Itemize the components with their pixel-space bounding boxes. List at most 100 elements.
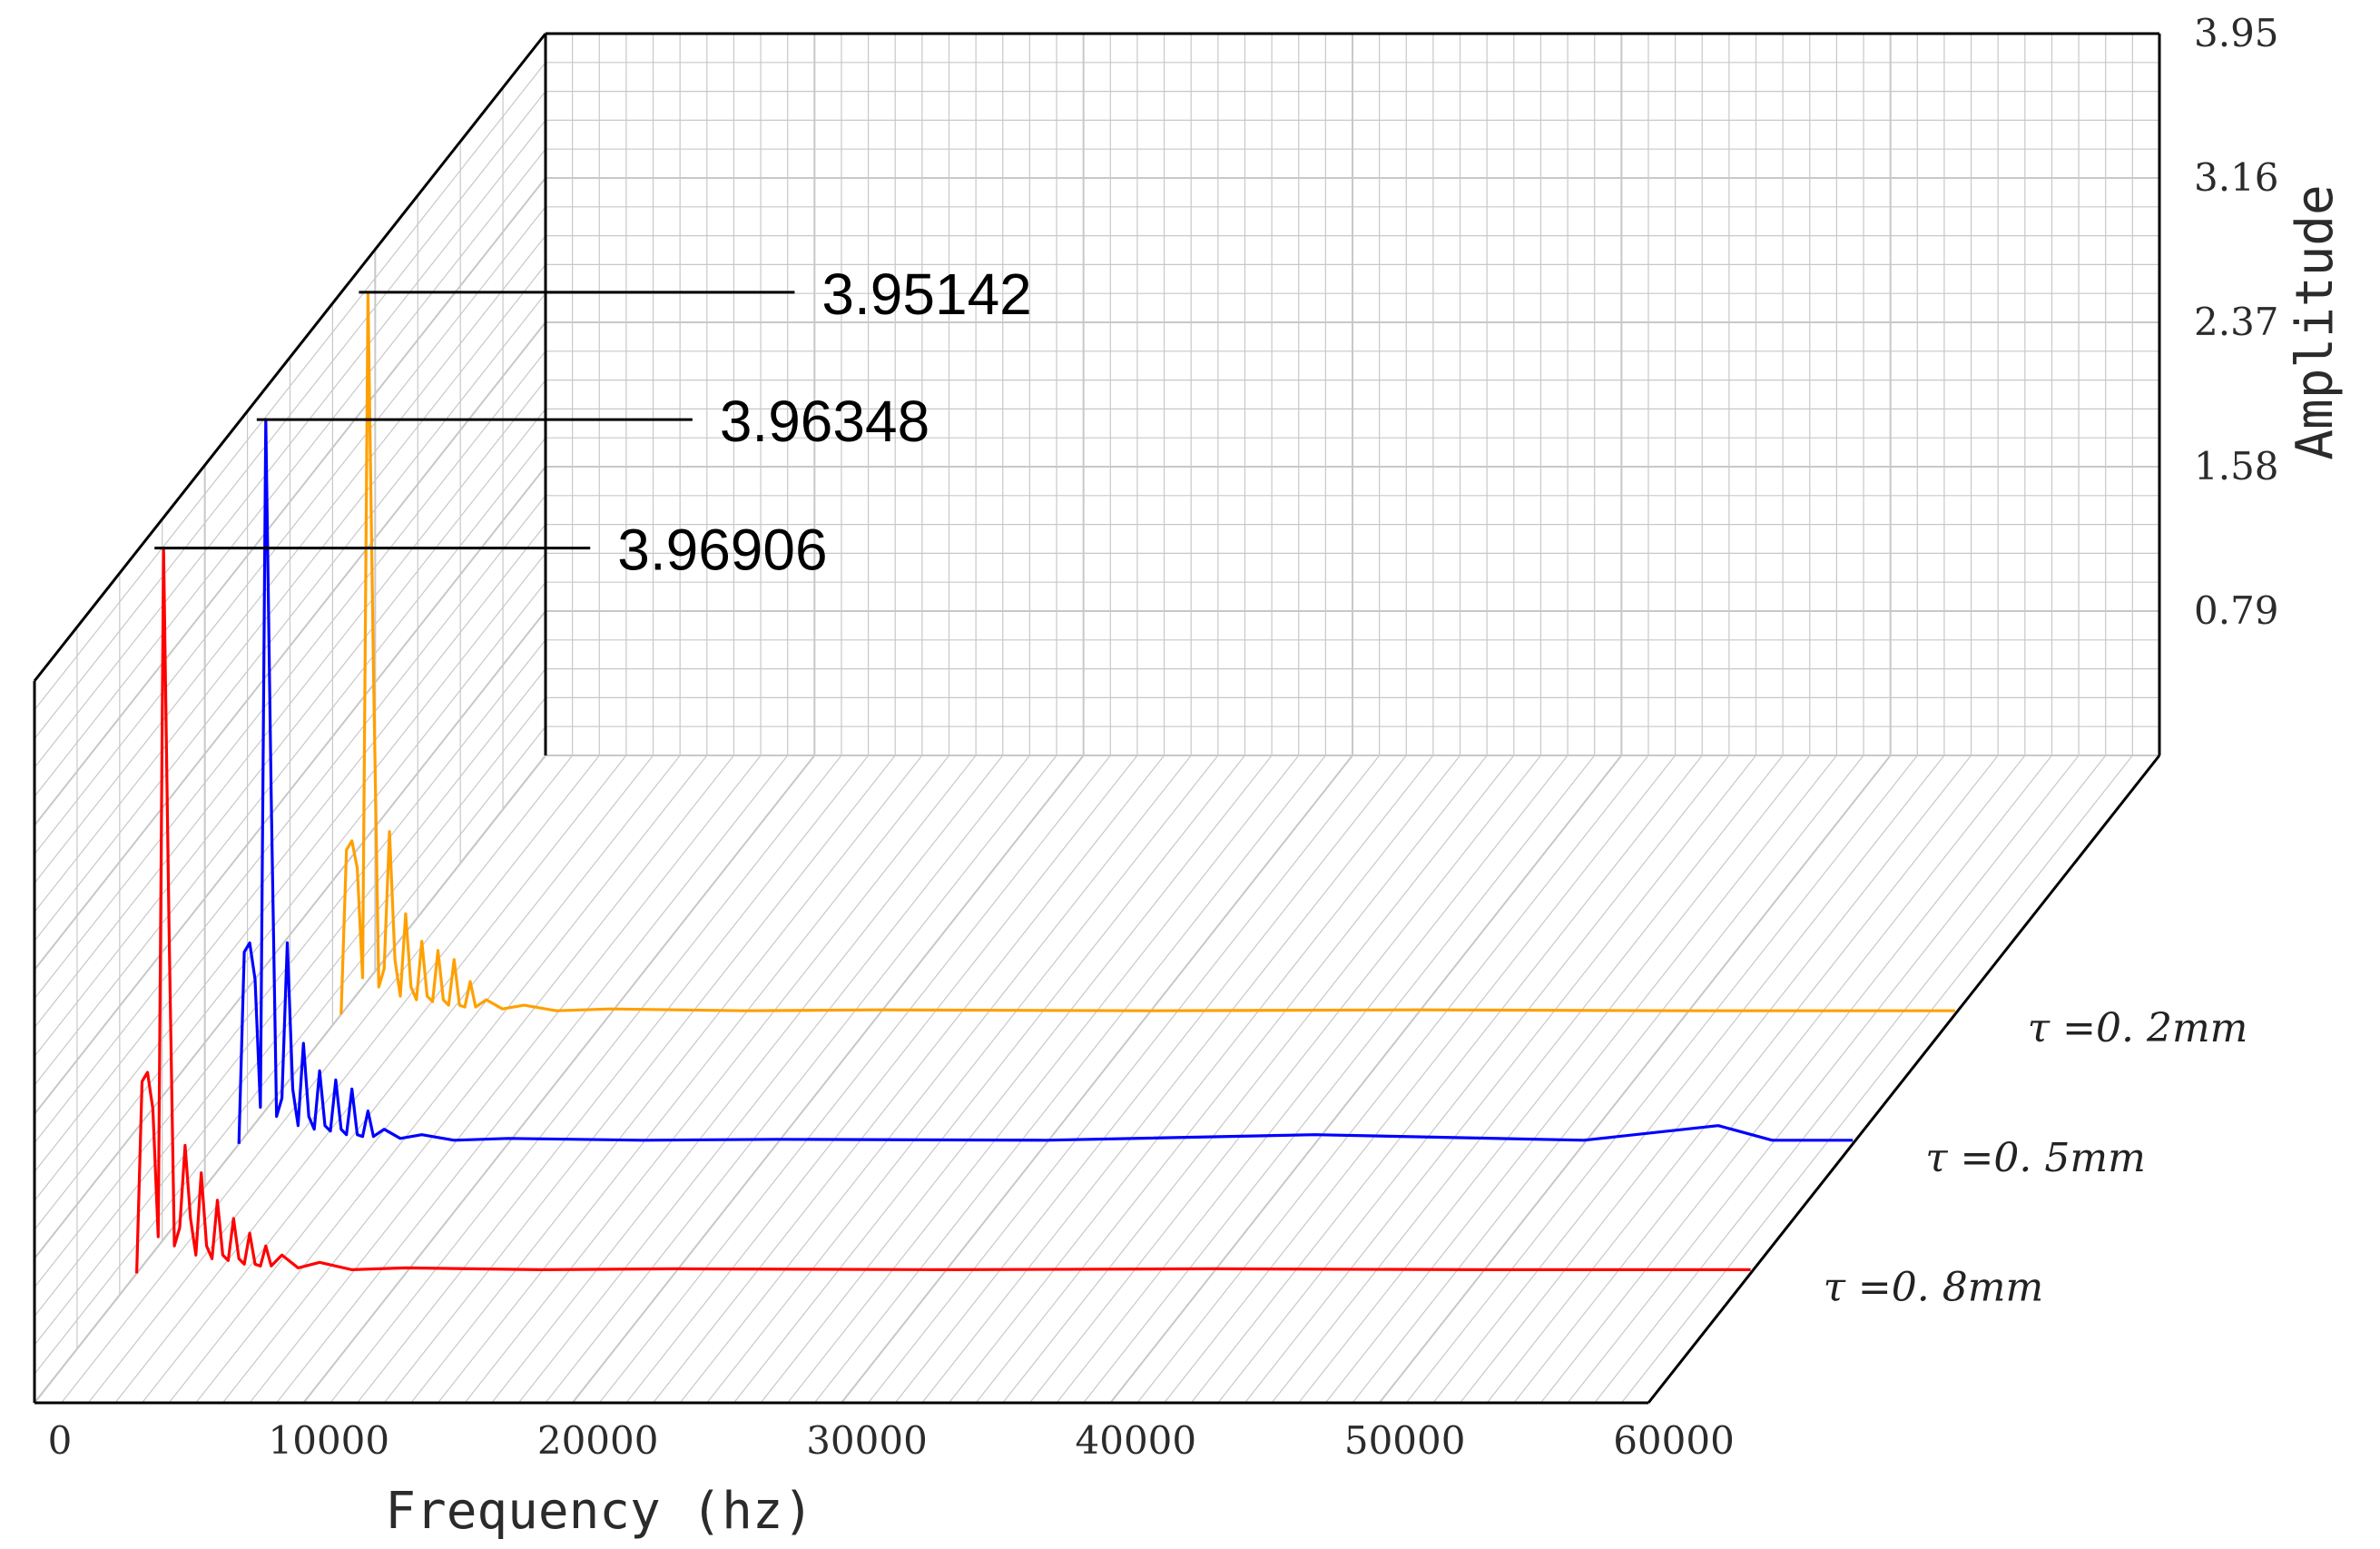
floor-grid-line: [1486, 755, 1999, 1404]
floor-grid-line: [1432, 755, 1945, 1404]
side-wall-grid-line: [34, 524, 546, 1172]
peak-value-label-0: 3.96906: [617, 518, 827, 583]
x-tick-label: 30000: [806, 1418, 928, 1463]
floor-grid-line: [357, 755, 870, 1404]
floor-grid-line: [1378, 755, 1892, 1404]
floor-grid-line: [302, 755, 816, 1404]
floor-grid-line: [517, 755, 1030, 1404]
floor-grid-line: [1405, 755, 1918, 1404]
side-wall-grid-line: [34, 755, 546, 1404]
z-tick-label: 0.79: [2194, 588, 2279, 633]
floor-grid-line: [1056, 755, 1569, 1404]
side-wall-grid-line: [34, 148, 546, 797]
series-label-1: τ =0. 5mm: [1925, 1135, 2146, 1181]
side-wall-grid-line: [34, 466, 546, 1115]
floor-grid-line: [114, 755, 627, 1404]
floor-grid-line: [1002, 755, 1515, 1404]
series-line-1: [237, 418, 1854, 1144]
side-wall-grid-line: [34, 553, 546, 1201]
side-wall-grid-line: [34, 639, 546, 1288]
floor-grid-line: [625, 755, 1138, 1404]
axes-frame: [33, 32, 2161, 1405]
floor-grid-line: [1217, 755, 1730, 1404]
floor-grid-line: [168, 755, 681, 1404]
side-wall-grid-line: [34, 581, 546, 1230]
frame-edge: [33, 33, 547, 682]
floor-grid-line: [921, 755, 1434, 1404]
x-tick-label: 0: [48, 1418, 73, 1463]
side-wall-grid-line: [34, 91, 546, 739]
side-wall-grid-line: [34, 350, 546, 1000]
floor-grid-line: [1460, 755, 1972, 1404]
z-axis-title: Amplitude: [2286, 184, 2345, 459]
floor-grid-line: [733, 755, 1245, 1404]
floor-grid-line: [706, 755, 1219, 1404]
series-line-2: [339, 291, 1955, 1015]
side-wall-grid-line: [34, 235, 546, 883]
floor-grid-line: [410, 755, 923, 1404]
floor-grid-line: [975, 755, 1488, 1404]
floor-grid-line: [1028, 755, 1541, 1404]
floor-grid-line: [787, 755, 1300, 1404]
floor-grid-line: [949, 755, 1461, 1404]
floor-grid-line: [1164, 755, 1677, 1404]
side-wall-grid-line: [34, 437, 546, 1086]
series-label-2: τ =0. 2mm: [2028, 1005, 2248, 1051]
floor-grid-line: [383, 755, 896, 1404]
floor-grid-line: [87, 755, 600, 1404]
floor-grid-line: [195, 755, 708, 1404]
floor-grid-line: [894, 755, 1407, 1404]
labels-group: 0 10000 20000 30000 40000 50000 60000 Frequency…: [48, 11, 2345, 1541]
z-tick-label: 3.16: [2194, 155, 2279, 200]
floor-grid-line: [1298, 755, 1811, 1404]
z-tick-label: 2.37: [2194, 300, 2279, 344]
floor-grid-line: [438, 755, 949, 1404]
side-wall-grid-line: [34, 264, 546, 913]
floor-grid-line: [1539, 755, 2052, 1404]
floor-grid-line: [841, 755, 1353, 1404]
side-wall-grid-line: [34, 206, 546, 855]
floor-grid-line: [249, 755, 762, 1404]
floor-grid-line: [221, 755, 734, 1404]
x-tick-label: 40000: [1076, 1418, 1197, 1463]
side-wall-grid-line: [34, 409, 546, 1057]
floor-grid-line: [1271, 755, 1784, 1404]
x-axis-title: Frequency (hz): [385, 1482, 813, 1541]
floor-grid-line: [679, 755, 1192, 1404]
floor-grid-line: [571, 755, 1085, 1404]
side-wall-grid-line: [34, 495, 546, 1144]
grid-lines: [34, 33, 2160, 1404]
x-tick-label: 60000: [1613, 1418, 1735, 1463]
floor-grid-line: [1190, 755, 1703, 1404]
floor-grid-line: [545, 755, 1057, 1404]
x-tick-label: 20000: [537, 1418, 659, 1463]
side-wall-grid-line: [34, 120, 546, 768]
x-tick-label: 10000: [269, 1418, 390, 1463]
floor-grid-line: [653, 755, 1165, 1404]
floor-grid-line: [61, 755, 574, 1404]
floor-grid-line: [142, 755, 654, 1404]
floor-grid-line: [760, 755, 1273, 1404]
floor-grid-line: [1324, 755, 1837, 1404]
x-tick-label: 50000: [1344, 1418, 1466, 1463]
series-label-0: τ =0. 8mm: [1824, 1264, 2044, 1310]
peak-value-label-1: 3.96348: [720, 389, 929, 454]
side-wall-grid-line: [34, 177, 546, 826]
floor-grid-line: [598, 755, 1111, 1404]
floor-grid-line: [1352, 755, 1864, 1404]
peak-value-label-2: 3.95142: [821, 261, 1031, 327]
floor-grid-line: [1594, 755, 2107, 1404]
side-wall-grid-line: [34, 321, 546, 971]
frame-edge: [1647, 755, 2161, 1404]
floor-grid-line: [276, 755, 789, 1404]
floor-grid-line: [813, 755, 1326, 1404]
z-tick-label: 1.58: [2194, 444, 2279, 488]
floor-grid-line: [464, 755, 977, 1404]
floor-grid-line: [1083, 755, 1596, 1404]
side-wall-grid-line: [34, 62, 546, 711]
side-wall-grid-line: [34, 380, 546, 1028]
floor-grid-line: [1244, 755, 1756, 1404]
floor-grid-line: [1513, 755, 2026, 1404]
